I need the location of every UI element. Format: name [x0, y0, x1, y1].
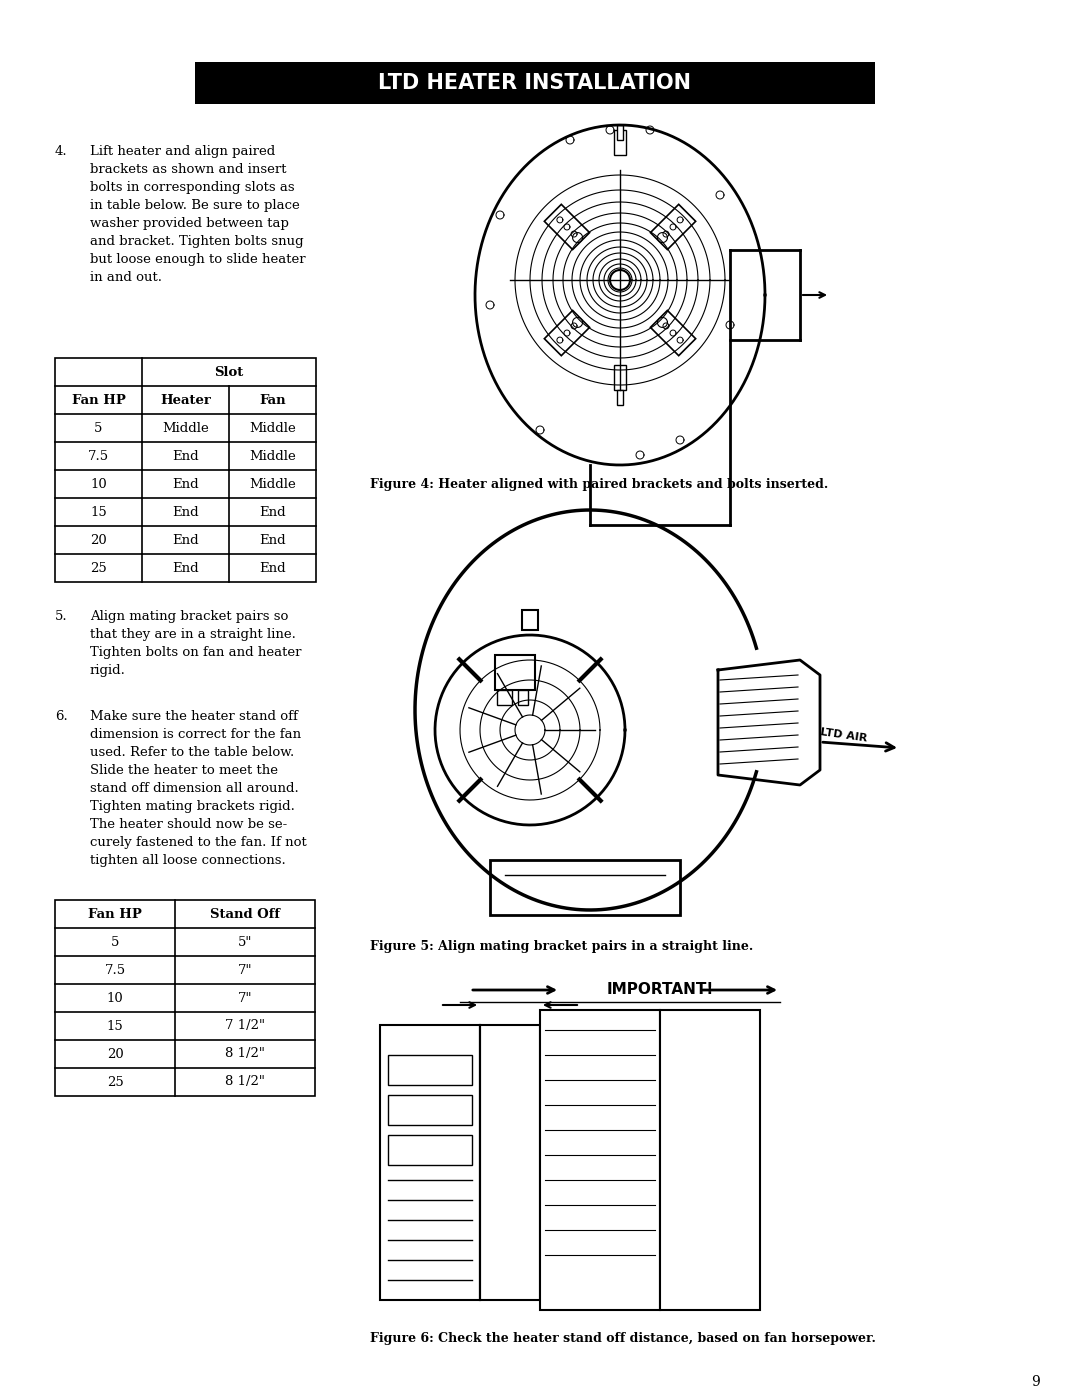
- Text: Fan HP: Fan HP: [89, 908, 141, 921]
- Text: Heater: Heater: [160, 394, 211, 407]
- Text: 15: 15: [90, 506, 107, 518]
- Text: 7 1/2": 7 1/2": [225, 1020, 265, 1032]
- Text: 9: 9: [1031, 1375, 1040, 1389]
- Text: End: End: [172, 450, 199, 462]
- Text: Slide the heater to meet the: Slide the heater to meet the: [90, 764, 278, 777]
- Text: Fan HP: Fan HP: [71, 394, 125, 407]
- Text: washer provided between tap: washer provided between tap: [90, 217, 288, 231]
- Text: IMPORTANT!: IMPORTANT!: [606, 982, 714, 997]
- Text: 7": 7": [238, 992, 253, 1004]
- Text: 8 1/2": 8 1/2": [225, 1076, 265, 1088]
- Text: Middle: Middle: [249, 422, 296, 434]
- Text: Figure 6: Check the heater stand off distance, based on fan horsepower.: Figure 6: Check the heater stand off dis…: [370, 1331, 876, 1345]
- Text: Middle: Middle: [249, 478, 296, 490]
- Text: 10: 10: [90, 478, 107, 490]
- Polygon shape: [650, 310, 696, 356]
- Bar: [388, 1134, 472, 1165]
- Text: Fan: Fan: [259, 394, 286, 407]
- Bar: [617, 124, 623, 140]
- Bar: [480, 1025, 540, 1301]
- Bar: [495, 655, 535, 690]
- Text: and bracket. Tighten bolts snug: and bracket. Tighten bolts snug: [90, 235, 303, 249]
- Text: in and out.: in and out.: [90, 271, 162, 284]
- Text: 5: 5: [111, 936, 119, 949]
- Text: End: End: [172, 506, 199, 518]
- Text: LTD HEATER INSTALLATION: LTD HEATER INSTALLATION: [378, 73, 691, 94]
- Text: 10: 10: [107, 992, 123, 1004]
- Text: 20: 20: [107, 1048, 123, 1060]
- Text: brackets as shown and insert: brackets as shown and insert: [90, 163, 286, 176]
- Bar: [540, 1010, 660, 1310]
- Text: Slot: Slot: [214, 366, 244, 379]
- Text: rigid.: rigid.: [90, 664, 126, 678]
- Bar: [615, 130, 626, 155]
- Text: Tighten bolts on fan and heater: Tighten bolts on fan and heater: [90, 645, 301, 659]
- Text: in table below. Be sure to place: in table below. Be sure to place: [90, 198, 300, 212]
- Text: 7.5: 7.5: [87, 450, 109, 462]
- Text: End: End: [172, 478, 199, 490]
- Text: 5": 5": [238, 936, 253, 949]
- Text: Figure 5: Align mating bracket pairs in a straight line.: Figure 5: Align mating bracket pairs in …: [370, 940, 753, 953]
- Text: End: End: [259, 506, 286, 518]
- Bar: [518, 690, 528, 705]
- Polygon shape: [650, 204, 696, 250]
- Text: bolts in corresponding slots as: bolts in corresponding slots as: [90, 182, 295, 194]
- Text: tighten all loose connections.: tighten all loose connections.: [90, 854, 286, 868]
- Text: Middle: Middle: [249, 450, 296, 462]
- Text: End: End: [172, 562, 199, 574]
- Text: 7": 7": [238, 964, 253, 977]
- Polygon shape: [544, 310, 590, 356]
- Text: dimension is correct for the fan: dimension is correct for the fan: [90, 728, 301, 740]
- Text: 5.: 5.: [55, 610, 68, 623]
- Text: End: End: [259, 534, 286, 546]
- Text: End: End: [259, 562, 286, 574]
- Text: but loose enough to slide heater: but loose enough to slide heater: [90, 253, 306, 265]
- Text: 8 1/2": 8 1/2": [225, 1048, 265, 1060]
- Bar: [522, 610, 538, 630]
- Bar: [497, 690, 512, 705]
- Text: The heater should now be se-: The heater should now be se-: [90, 819, 287, 831]
- Text: curely fastened to the fan. If not: curely fastened to the fan. If not: [90, 835, 307, 849]
- Text: Make sure the heater stand off: Make sure the heater stand off: [90, 710, 298, 724]
- Text: 7.5: 7.5: [105, 964, 125, 977]
- Polygon shape: [544, 204, 590, 250]
- Text: Lift heater and align paired: Lift heater and align paired: [90, 145, 275, 158]
- Text: Tighten mating brackets rigid.: Tighten mating brackets rigid.: [90, 800, 295, 813]
- Text: Figure 4: Heater aligned with paired brackets and bolts inserted.: Figure 4: Heater aligned with paired bra…: [370, 478, 828, 490]
- Bar: [380, 1025, 480, 1301]
- Bar: [660, 1010, 760, 1310]
- Bar: [55, 358, 316, 583]
- Text: End: End: [172, 534, 199, 546]
- Text: 5: 5: [94, 422, 103, 434]
- Bar: [617, 390, 623, 405]
- Text: 6.: 6.: [55, 710, 68, 724]
- Bar: [388, 1055, 472, 1085]
- Bar: [490, 861, 680, 915]
- Text: 4.: 4.: [55, 145, 68, 158]
- Text: 15: 15: [107, 1020, 123, 1032]
- Bar: [388, 1095, 472, 1125]
- Text: Stand Off: Stand Off: [210, 908, 280, 921]
- Text: 20: 20: [90, 534, 107, 546]
- Text: Middle: Middle: [162, 422, 208, 434]
- Bar: [195, 61, 875, 103]
- Text: 25: 25: [107, 1076, 123, 1088]
- Text: 25: 25: [90, 562, 107, 574]
- Text: stand off dimension all around.: stand off dimension all around.: [90, 782, 299, 795]
- Text: used. Refer to the table below.: used. Refer to the table below.: [90, 746, 294, 759]
- Text: that they are in a straight line.: that they are in a straight line.: [90, 629, 296, 641]
- Text: LTD AIR: LTD AIR: [820, 726, 868, 743]
- Bar: [615, 365, 626, 390]
- Bar: [55, 900, 315, 1097]
- Text: Align mating bracket pairs so: Align mating bracket pairs so: [90, 610, 288, 623]
